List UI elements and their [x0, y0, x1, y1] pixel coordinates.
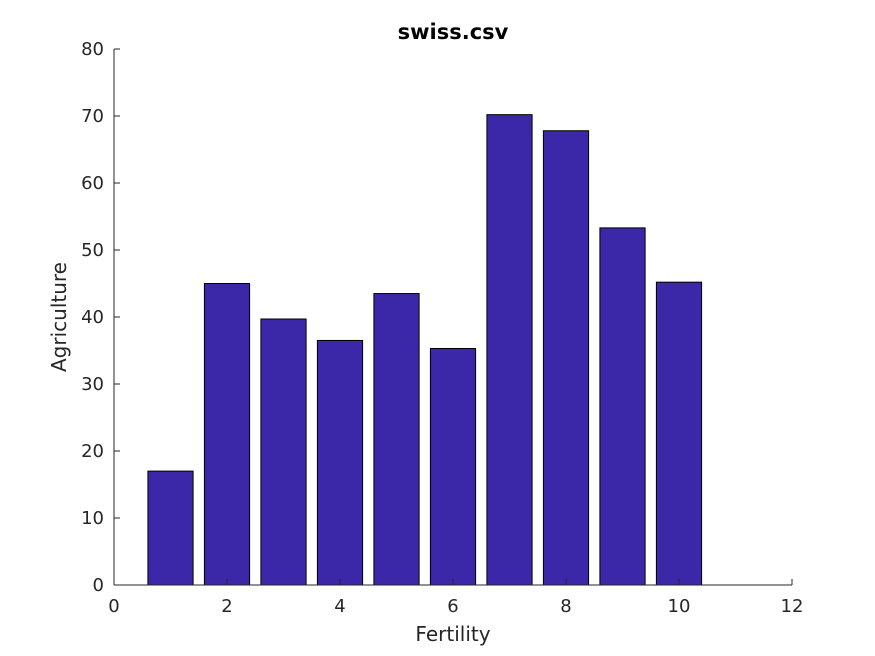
y-tick-label: 50 [81, 240, 104, 261]
bar-9 [599, 227, 646, 586]
x-tick-label: 2 [221, 596, 232, 617]
bar-6 [429, 347, 477, 586]
y-tick-label: 80 [81, 39, 104, 60]
x-tick-label: 4 [334, 596, 345, 617]
bar-2 [203, 283, 251, 586]
y-tick-label: 0 [93, 575, 104, 596]
x-axis-label: Fertility [415, 622, 490, 646]
y-ticks-group: 0 10 20 30 40 50 60 70 80 [81, 39, 120, 596]
x-tick-label: 10 [668, 596, 691, 617]
bar-10 [655, 281, 703, 586]
y-axis-label: Agriculture [47, 262, 71, 372]
x-tick-label: 0 [108, 596, 119, 617]
bar-3 [260, 318, 307, 586]
y-tick-label: 10 [81, 508, 104, 529]
x-ticks-group: 0 2 4 6 8 10 12 [108, 579, 803, 617]
y-tick-label: 30 [81, 374, 104, 395]
chart-title: swiss.csv [398, 20, 509, 44]
bar-7 [486, 114, 533, 586]
x-tick-label: 12 [781, 596, 804, 617]
x-tick-label: 8 [560, 596, 571, 617]
y-tick-label: 70 [81, 106, 104, 127]
bar-4 [316, 339, 364, 586]
bar-8 [542, 130, 590, 586]
y-tick-label: 20 [81, 441, 104, 462]
x-tick-label: 6 [447, 596, 458, 617]
bar-5 [373, 293, 420, 586]
bars-group [147, 114, 703, 586]
y-tick-label: 40 [81, 307, 104, 328]
bar-1 [147, 470, 194, 586]
y-tick-label: 60 [81, 173, 104, 194]
